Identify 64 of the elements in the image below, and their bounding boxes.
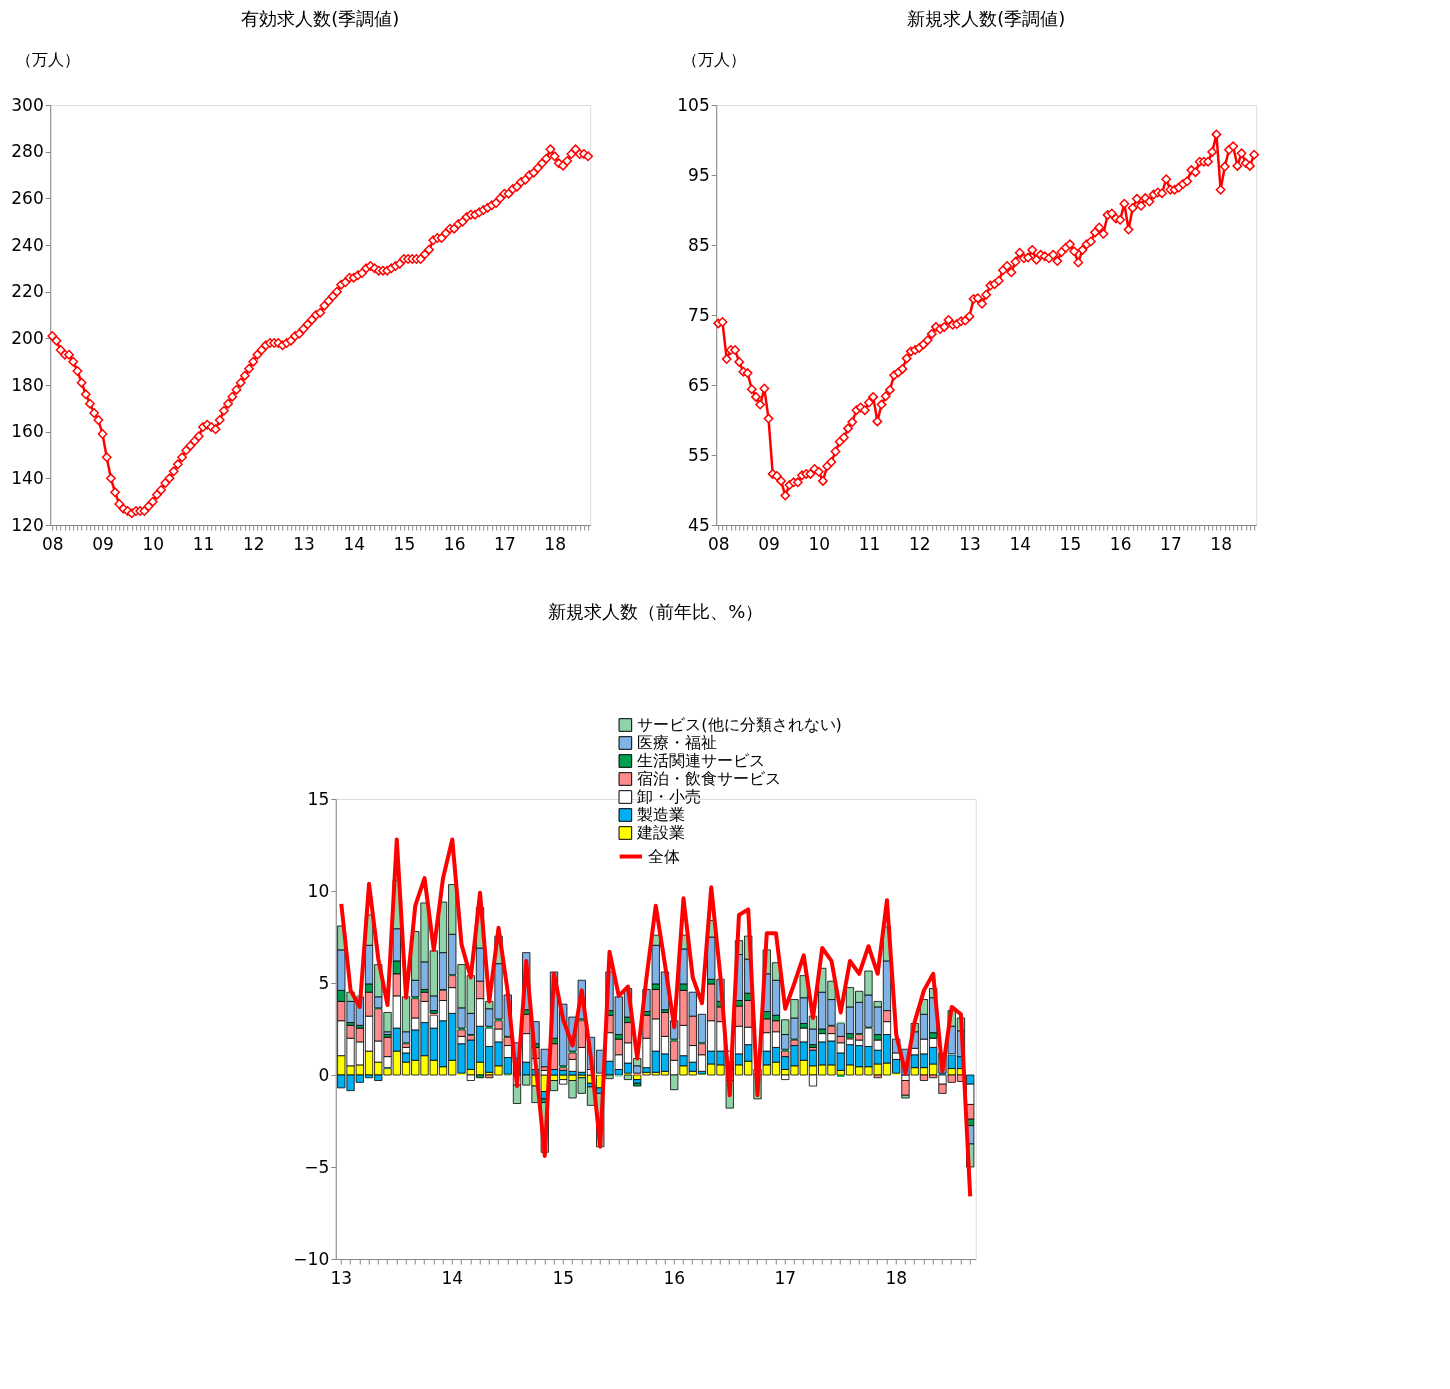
legend-label: サービス(他に分類されない) bbox=[637, 715, 842, 734]
chart-title: 新規求人数（前年比、%） bbox=[548, 601, 764, 622]
x-tick-label: 13 bbox=[330, 1267, 353, 1288]
x-tick-label: 13 bbox=[293, 533, 315, 554]
y-tick-label: 300 bbox=[11, 94, 44, 115]
y-tick-label: 200 bbox=[11, 327, 44, 348]
x-tick-label: 08 bbox=[707, 533, 730, 554]
x-tick-label: 15 bbox=[1059, 533, 1082, 554]
y-tick-label: 15 bbox=[307, 788, 330, 809]
x-tick-label: 14 bbox=[343, 533, 366, 554]
x-tick-label: 12 bbox=[242, 533, 265, 554]
y-tick-label: 0 bbox=[318, 1064, 330, 1085]
legend-label: 宿泊・飲食サービス bbox=[637, 769, 782, 788]
y-tick-label: 260 bbox=[11, 187, 44, 208]
y-tick-label: 75 bbox=[688, 304, 710, 325]
x-tick-label: 14 bbox=[1009, 533, 1032, 554]
x-tick-label: 10 bbox=[142, 533, 165, 554]
x-tick-label: 13 bbox=[959, 533, 981, 554]
y-axis-title: （万人） bbox=[15, 49, 80, 69]
y-tick-label: 280 bbox=[11, 141, 44, 162]
x-tick-label: 17 bbox=[774, 1267, 797, 1288]
y-tick-label: 45 bbox=[688, 514, 710, 535]
x-tick-label: 16 bbox=[443, 533, 466, 554]
x-tick-label: 09 bbox=[758, 533, 780, 554]
legend-label: 製造業 bbox=[637, 805, 686, 824]
chart-title: 有効求人数(季調値) bbox=[241, 8, 400, 29]
y-tick-label: 220 bbox=[11, 281, 44, 302]
x-tick-label: 16 bbox=[663, 1267, 686, 1288]
y-tick-label: 105 bbox=[677, 94, 710, 115]
y-tick-label: 65 bbox=[688, 374, 710, 395]
legend-label: 卸・小売 bbox=[637, 787, 702, 806]
legend-label: 全体 bbox=[648, 846, 681, 866]
x-tick-label: 17 bbox=[494, 533, 516, 554]
y-tick-label: 85 bbox=[688, 234, 710, 255]
x-tick-label: 11 bbox=[192, 533, 215, 554]
x-tick-label: 11 bbox=[858, 533, 881, 554]
y-tick-label: 5 bbox=[318, 972, 330, 993]
x-tick-label: 16 bbox=[1109, 533, 1132, 554]
x-tick-label: 18 bbox=[885, 1267, 908, 1288]
x-tick-label: 10 bbox=[808, 533, 831, 554]
x-tick-label: 18 bbox=[544, 533, 566, 554]
y-tick-label: 240 bbox=[11, 234, 44, 255]
legend-label: 生活関連サービス bbox=[637, 751, 766, 770]
x-tick-label: 15 bbox=[393, 533, 416, 554]
y-tick-label: 160 bbox=[11, 421, 44, 442]
legend-label: 医療・福祉 bbox=[637, 733, 718, 752]
legend-label: 建設業 bbox=[636, 823, 686, 842]
y-tick-label: 95 bbox=[688, 164, 710, 185]
y-tick-label: 120 bbox=[11, 514, 44, 535]
x-tick-label: 15 bbox=[552, 1267, 575, 1288]
x-tick-label: 09 bbox=[92, 533, 114, 554]
x-tick-label: 08 bbox=[41, 533, 64, 554]
x-tick-label: 14 bbox=[441, 1267, 464, 1288]
y-tick-label: −5 bbox=[304, 1156, 330, 1177]
x-tick-label: 18 bbox=[1210, 533, 1232, 554]
x-tick-label: 17 bbox=[1160, 533, 1182, 554]
y-axis-title: （万人） bbox=[681, 49, 746, 69]
y-tick-label: 55 bbox=[688, 444, 710, 465]
y-tick-label: 180 bbox=[11, 374, 44, 395]
y-tick-label: 10 bbox=[307, 880, 330, 901]
y-tick-label: 140 bbox=[11, 467, 44, 488]
x-tick-label: 12 bbox=[908, 533, 931, 554]
chart-title: 新規求人数(季調値) bbox=[907, 8, 1066, 29]
y-tick-label: −10 bbox=[293, 1248, 330, 1269]
